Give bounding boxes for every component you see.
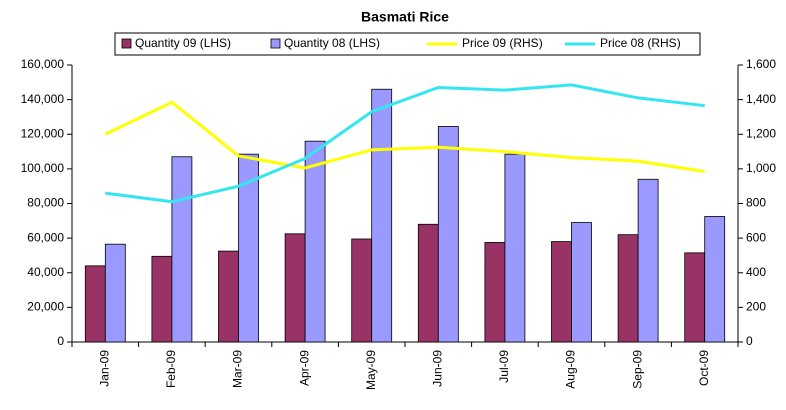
y-tick-label: 20,000 [27,300,64,314]
bar [504,153,526,343]
y2-tick-label: 200 [746,300,766,314]
bar [84,265,106,343]
bar [684,252,706,343]
y2-tick-label: 400 [746,265,766,279]
y2-tick-label: 1,600 [746,57,776,71]
x-tick-label: Aug-09 [564,350,578,389]
x-tick-label: Jul-09 [497,350,511,383]
legend-box [114,32,701,56]
y-tick-label: 120,000 [21,126,65,140]
y2-tick-label: 1,200 [746,126,776,140]
legend-label: Quantity 09 (LHS) [135,36,231,50]
line [105,83,705,204]
bar [351,238,373,343]
y2-tick-label: 1,400 [746,92,776,106]
bar [437,126,459,343]
x-tick-label: Jun-09 [430,350,444,387]
legend-label: Quantity 08 (LHS) [284,36,380,50]
bar [571,222,592,343]
bar [371,88,393,343]
y2-tick-label: 800 [746,196,766,210]
bar [104,243,126,343]
x-tick-label: Sep-09 [630,350,644,389]
bar [637,178,659,343]
legend-swatch [270,38,281,49]
x-tick-label: Mar-09 [231,350,245,388]
y-tick-label: 80,000 [27,196,64,210]
y-tick-label: 100,000 [21,161,65,175]
bar [551,241,572,343]
y-tick-label: 160,000 [21,57,65,71]
y2-tick-label: 1,000 [746,161,776,175]
chart-title: Basmati Rice [361,9,449,25]
y2-tick-label: 0 [746,334,753,348]
legend-label: Price 09 (RHS) [462,36,543,50]
bar [704,216,726,343]
bar [484,242,506,343]
x-tick-label: May-09 [364,350,378,390]
bar [304,140,326,343]
x-tick-label: Oct-09 [697,350,711,386]
y2-tick-label: 600 [746,230,766,244]
x-tick-label: Feb-09 [164,350,178,388]
bar [284,233,306,343]
bar [238,153,259,343]
y-tick-label: 60,000 [27,230,64,244]
legend-label: Price 08 (RHS) [600,36,681,50]
bar [151,255,173,343]
y-tick-label: 140,000 [21,92,65,106]
bar [218,250,239,343]
legend-swatch [121,38,132,49]
y-tick-label: 0 [57,334,64,348]
bar [417,223,439,343]
line [104,100,705,173]
bar [171,156,193,343]
y-tick-label: 40,000 [27,265,64,279]
x-tick-label: Apr-09 [297,350,311,386]
x-tick-label: Jan-09 [97,350,111,387]
bar [617,234,639,343]
